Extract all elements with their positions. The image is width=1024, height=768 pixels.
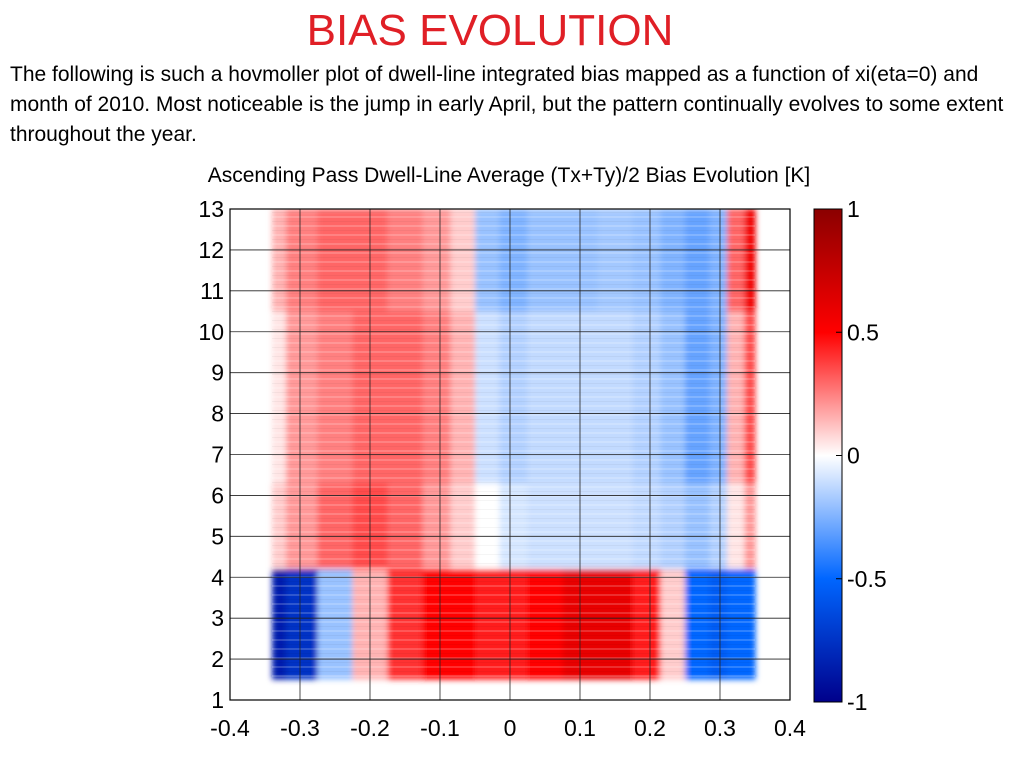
x-tick-label: -0.4 xyxy=(210,715,250,741)
x-axis-ticks: -0.4 -0.3 -0.2 -0.1 0 0.1 0.2 0.3 0.4 xyxy=(210,715,806,741)
x-tick-label: 0.1 xyxy=(564,715,596,741)
x-tick-label: 0.4 xyxy=(774,715,806,741)
y-tick-label: 12 xyxy=(198,237,224,263)
x-tick-label: 0.3 xyxy=(704,715,736,741)
x-tick-label: -0.1 xyxy=(420,715,460,741)
y-tick-label: 11 xyxy=(200,278,224,304)
y-tick-label: 7 xyxy=(211,442,224,468)
colorbar-tick-label: 1 xyxy=(847,196,860,222)
colorbar-tick-label: -0.5 xyxy=(847,566,887,592)
y-tick-label: 3 xyxy=(211,605,224,631)
y-tick-label: 6 xyxy=(211,482,224,508)
heatmap-chart: Ascending Pass Dwell-Line Average (Tx+Ty… xyxy=(198,164,887,741)
y-tick-label: 13 xyxy=(198,196,224,222)
heatmap-cells xyxy=(272,209,756,680)
chart-title: Ascending Pass Dwell-Line Average (Tx+Ty… xyxy=(208,164,811,187)
grid-lines xyxy=(230,209,790,700)
y-tick-label: 5 xyxy=(211,523,224,549)
colorbar-ticks: 1 0.5 0 -0.5 -1 xyxy=(836,196,887,715)
colorbar-tick-label: 0.5 xyxy=(847,319,879,345)
slide-title: BIAS EVOLUTION xyxy=(306,6,674,55)
y-tick-label: 2 xyxy=(211,646,224,672)
x-tick-label: -0.3 xyxy=(280,715,320,741)
x-tick-label: -0.2 xyxy=(350,715,390,741)
y-tick-label: 1 xyxy=(211,687,224,713)
x-tick-label: 0 xyxy=(504,715,517,741)
colorbar-tick-label: 0 xyxy=(847,443,860,469)
y-tick-label: 9 xyxy=(211,360,224,386)
y-tick-label: 8 xyxy=(211,401,224,427)
y-tick-label: 10 xyxy=(198,319,224,345)
plot-frame xyxy=(229,208,791,701)
heatmap-texture xyxy=(272,209,755,680)
slide-description: The following is such a hovmoller plot o… xyxy=(10,63,1004,146)
colorbar-tick-label: -1 xyxy=(847,689,867,715)
y-tick-label: 4 xyxy=(211,564,224,590)
x-tick-label: 0.2 xyxy=(634,715,666,741)
